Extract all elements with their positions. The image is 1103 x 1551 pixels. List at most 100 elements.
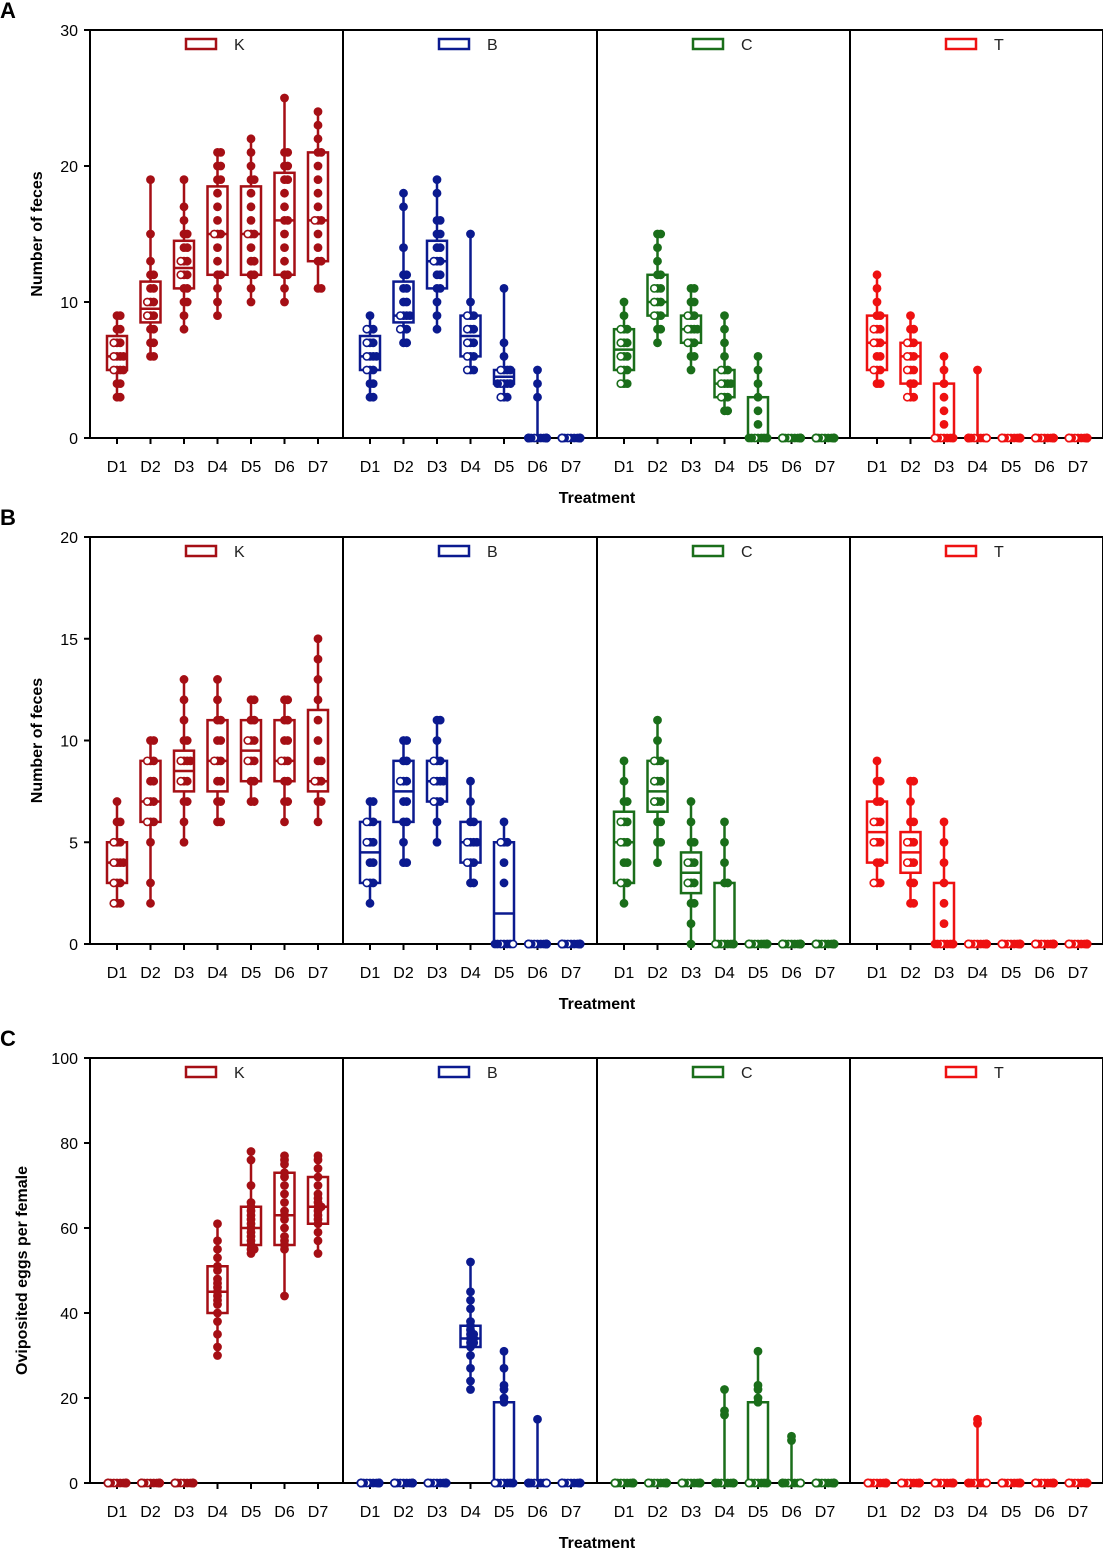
data-point bbox=[179, 675, 189, 684]
data-point bbox=[875, 311, 885, 320]
data-point bbox=[557, 433, 567, 443]
box-T-D7 bbox=[1064, 433, 1092, 443]
box-K-D2 bbox=[139, 736, 162, 908]
data-point bbox=[711, 939, 720, 949]
data-point bbox=[711, 1478, 720, 1488]
data-point bbox=[533, 365, 542, 375]
x-tick-label: D4 bbox=[714, 459, 735, 476]
legend-swatch bbox=[691, 544, 725, 558]
data-point bbox=[216, 270, 226, 280]
data-point bbox=[829, 939, 839, 949]
data-point bbox=[753, 406, 763, 416]
data-point bbox=[644, 1478, 653, 1488]
data-point bbox=[146, 256, 155, 266]
x-tick-label: D5 bbox=[1001, 459, 1022, 476]
data-point bbox=[249, 695, 259, 705]
data-point bbox=[399, 837, 408, 847]
data-point bbox=[1015, 1478, 1025, 1488]
data-point bbox=[829, 433, 839, 443]
x-tick-label: D5 bbox=[494, 459, 515, 476]
data-point bbox=[216, 797, 226, 806]
box-K-D2 bbox=[139, 175, 162, 361]
x-tick-label: D3 bbox=[427, 965, 448, 982]
data-point bbox=[787, 1431, 796, 1441]
data-point bbox=[402, 736, 412, 745]
data-point bbox=[246, 215, 256, 225]
data-point bbox=[939, 419, 949, 429]
data-point bbox=[693, 324, 702, 334]
box-B-D6 bbox=[524, 365, 551, 443]
x-tick-label: D5 bbox=[241, 965, 262, 982]
box-B-D4 bbox=[459, 776, 482, 888]
data-point bbox=[683, 858, 693, 867]
data-point bbox=[390, 1478, 399, 1488]
data-point bbox=[469, 817, 479, 827]
x-tick-label: D4 bbox=[207, 459, 228, 476]
data-point bbox=[432, 736, 442, 745]
x-tick-label: D2 bbox=[140, 459, 161, 476]
data-point bbox=[875, 776, 885, 786]
data-point bbox=[399, 243, 408, 252]
data-point bbox=[243, 736, 253, 745]
data-point bbox=[462, 324, 472, 334]
data-point bbox=[982, 433, 991, 443]
data-point bbox=[533, 392, 542, 402]
data-point bbox=[720, 817, 729, 827]
data-point bbox=[909, 817, 919, 827]
data-point bbox=[1049, 433, 1058, 443]
box-K-D1 bbox=[105, 797, 129, 908]
data-point bbox=[653, 715, 662, 725]
subplot-B: B D1 D2 D3 D4 D5 D6 D7 bbox=[342, 1057, 598, 1521]
data-point bbox=[720, 351, 729, 361]
data-point bbox=[686, 919, 696, 929]
data-point bbox=[362, 324, 372, 334]
box-K-D2 bbox=[137, 1478, 164, 1488]
x-tick-label: D2 bbox=[140, 1504, 161, 1521]
data-point bbox=[432, 297, 442, 307]
data-point bbox=[902, 365, 912, 375]
data-point bbox=[653, 858, 662, 867]
data-point bbox=[466, 1363, 475, 1373]
data-point bbox=[182, 229, 192, 239]
data-point bbox=[720, 837, 729, 847]
data-point bbox=[973, 1414, 982, 1424]
box bbox=[492, 841, 516, 946]
data-point bbox=[182, 736, 192, 745]
data-point bbox=[146, 229, 155, 239]
data-point bbox=[402, 756, 412, 766]
data-point bbox=[744, 1478, 754, 1488]
data-point bbox=[869, 878, 879, 888]
box bbox=[746, 395, 770, 440]
x-tick-label: D6 bbox=[527, 1504, 548, 1521]
data-point bbox=[313, 107, 323, 116]
data-point bbox=[753, 419, 763, 429]
box-C-D5 bbox=[744, 351, 772, 443]
data-point bbox=[653, 736, 662, 745]
data-point bbox=[115, 311, 125, 320]
y-tick-label: 30 bbox=[60, 23, 78, 40]
data-point bbox=[723, 878, 733, 888]
data-point bbox=[280, 283, 289, 293]
subplot-C: C D1 D2 D3 D4 D5 D6 D7 bbox=[596, 1057, 851, 1521]
y-tick-label: 60 bbox=[60, 1221, 78, 1238]
data-point bbox=[155, 1478, 164, 1488]
data-point bbox=[753, 365, 763, 375]
data-point bbox=[149, 283, 159, 293]
x-tick-label: D5 bbox=[241, 459, 262, 476]
y-tick-label: 15 bbox=[60, 632, 78, 649]
data-point bbox=[875, 797, 885, 806]
data-point bbox=[542, 939, 551, 949]
data-point bbox=[466, 297, 475, 307]
data-point bbox=[362, 817, 372, 827]
data-point bbox=[689, 297, 699, 307]
box-C-D7 bbox=[811, 1478, 839, 1488]
box-B-D1 bbox=[356, 1478, 384, 1488]
data-point bbox=[362, 351, 372, 361]
box bbox=[646, 273, 669, 317]
data-point bbox=[115, 324, 125, 334]
data-point bbox=[249, 776, 259, 786]
data-point bbox=[249, 797, 259, 806]
data-point bbox=[142, 817, 152, 827]
data-point bbox=[656, 229, 666, 239]
x-tick-label: D5 bbox=[494, 965, 515, 982]
